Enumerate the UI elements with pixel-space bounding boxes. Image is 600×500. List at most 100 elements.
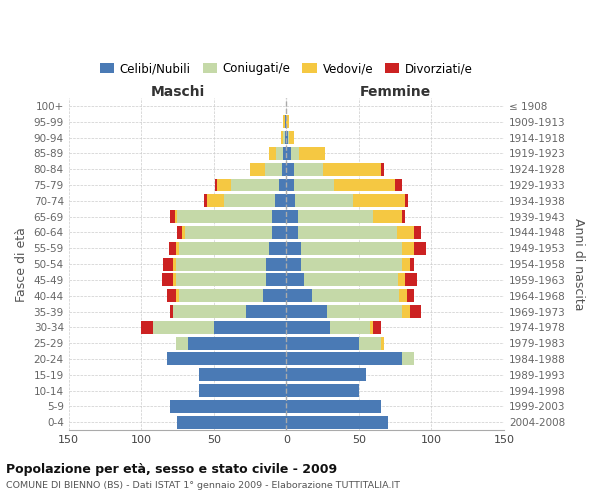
Bar	[170, 210, 175, 223]
Bar	[283, 115, 285, 128]
Bar	[266, 274, 286, 286]
Bar	[370, 321, 373, 334]
Bar	[293, 178, 334, 192]
Bar	[176, 274, 266, 286]
Bar	[279, 178, 286, 192]
Bar	[266, 258, 286, 270]
Bar	[178, 416, 286, 428]
Bar	[397, 226, 414, 239]
Bar	[163, 258, 173, 270]
Bar	[334, 178, 395, 192]
Bar	[353, 194, 405, 207]
Bar	[286, 131, 288, 144]
Bar	[298, 210, 373, 223]
Bar	[327, 305, 403, 318]
Bar	[285, 131, 286, 144]
Bar	[173, 305, 245, 318]
Bar	[178, 210, 272, 223]
Bar	[176, 289, 179, 302]
Bar	[286, 274, 304, 286]
Bar	[179, 242, 269, 254]
Bar	[286, 305, 327, 318]
Bar	[265, 162, 282, 175]
Y-axis label: Anni di nascita: Anni di nascita	[572, 218, 585, 310]
Bar	[286, 210, 298, 223]
Bar	[176, 258, 266, 270]
Bar	[407, 289, 414, 302]
Bar	[380, 336, 383, 349]
Bar	[398, 274, 405, 286]
Bar	[290, 147, 299, 160]
Bar	[217, 178, 231, 192]
Bar	[323, 162, 380, 175]
Bar	[299, 147, 325, 160]
Bar	[182, 226, 185, 239]
Bar	[170, 305, 173, 318]
Bar	[289, 131, 293, 144]
Bar	[285, 115, 286, 128]
Bar	[359, 336, 380, 349]
Bar	[263, 289, 286, 302]
Bar	[276, 147, 283, 160]
Bar	[283, 147, 286, 160]
Bar	[286, 400, 380, 413]
Bar	[373, 321, 380, 334]
Bar	[275, 194, 286, 207]
Bar	[286, 258, 301, 270]
Bar	[153, 321, 214, 334]
Bar	[282, 162, 286, 175]
Bar	[286, 162, 293, 175]
Bar	[283, 131, 285, 144]
Bar	[250, 162, 265, 175]
Bar	[286, 178, 293, 192]
Bar	[167, 352, 286, 366]
Bar	[176, 336, 188, 349]
Bar	[173, 274, 176, 286]
Bar	[403, 258, 410, 270]
Bar	[169, 242, 176, 254]
Bar	[185, 226, 272, 239]
Bar	[286, 194, 295, 207]
Bar	[272, 210, 286, 223]
Bar	[410, 305, 421, 318]
Bar	[298, 226, 397, 239]
Bar	[400, 289, 407, 302]
Bar	[286, 336, 359, 349]
Bar	[288, 131, 289, 144]
Bar	[173, 258, 176, 270]
Bar	[178, 226, 182, 239]
Bar	[301, 258, 403, 270]
Bar	[214, 321, 286, 334]
Bar	[188, 336, 286, 349]
Bar	[395, 178, 403, 192]
Bar	[330, 321, 370, 334]
Text: Femmine: Femmine	[359, 85, 431, 99]
Bar	[224, 194, 275, 207]
Bar	[245, 305, 286, 318]
Bar	[286, 384, 359, 397]
Bar	[203, 194, 206, 207]
Bar	[281, 131, 283, 144]
Text: Popolazione per età, sesso e stato civile - 2009: Popolazione per età, sesso e stato civil…	[6, 462, 337, 475]
Bar	[269, 242, 286, 254]
Bar	[373, 210, 403, 223]
Bar	[286, 147, 290, 160]
Bar	[269, 147, 276, 160]
Bar	[286, 368, 366, 382]
Legend: Celibi/Nubili, Coniugati/e, Vedovi/e, Divorziati/e: Celibi/Nubili, Coniugati/e, Vedovi/e, Di…	[95, 58, 478, 80]
Bar	[403, 352, 414, 366]
Bar	[176, 242, 179, 254]
Bar	[286, 416, 388, 428]
Bar	[286, 352, 403, 366]
Bar	[380, 162, 383, 175]
Bar	[403, 242, 414, 254]
Bar	[410, 258, 414, 270]
Bar	[215, 178, 217, 192]
Bar	[231, 178, 279, 192]
Bar	[286, 115, 289, 128]
Bar	[161, 274, 173, 286]
Bar	[405, 274, 417, 286]
Bar	[286, 226, 298, 239]
Bar	[199, 384, 286, 397]
Bar	[293, 162, 323, 175]
